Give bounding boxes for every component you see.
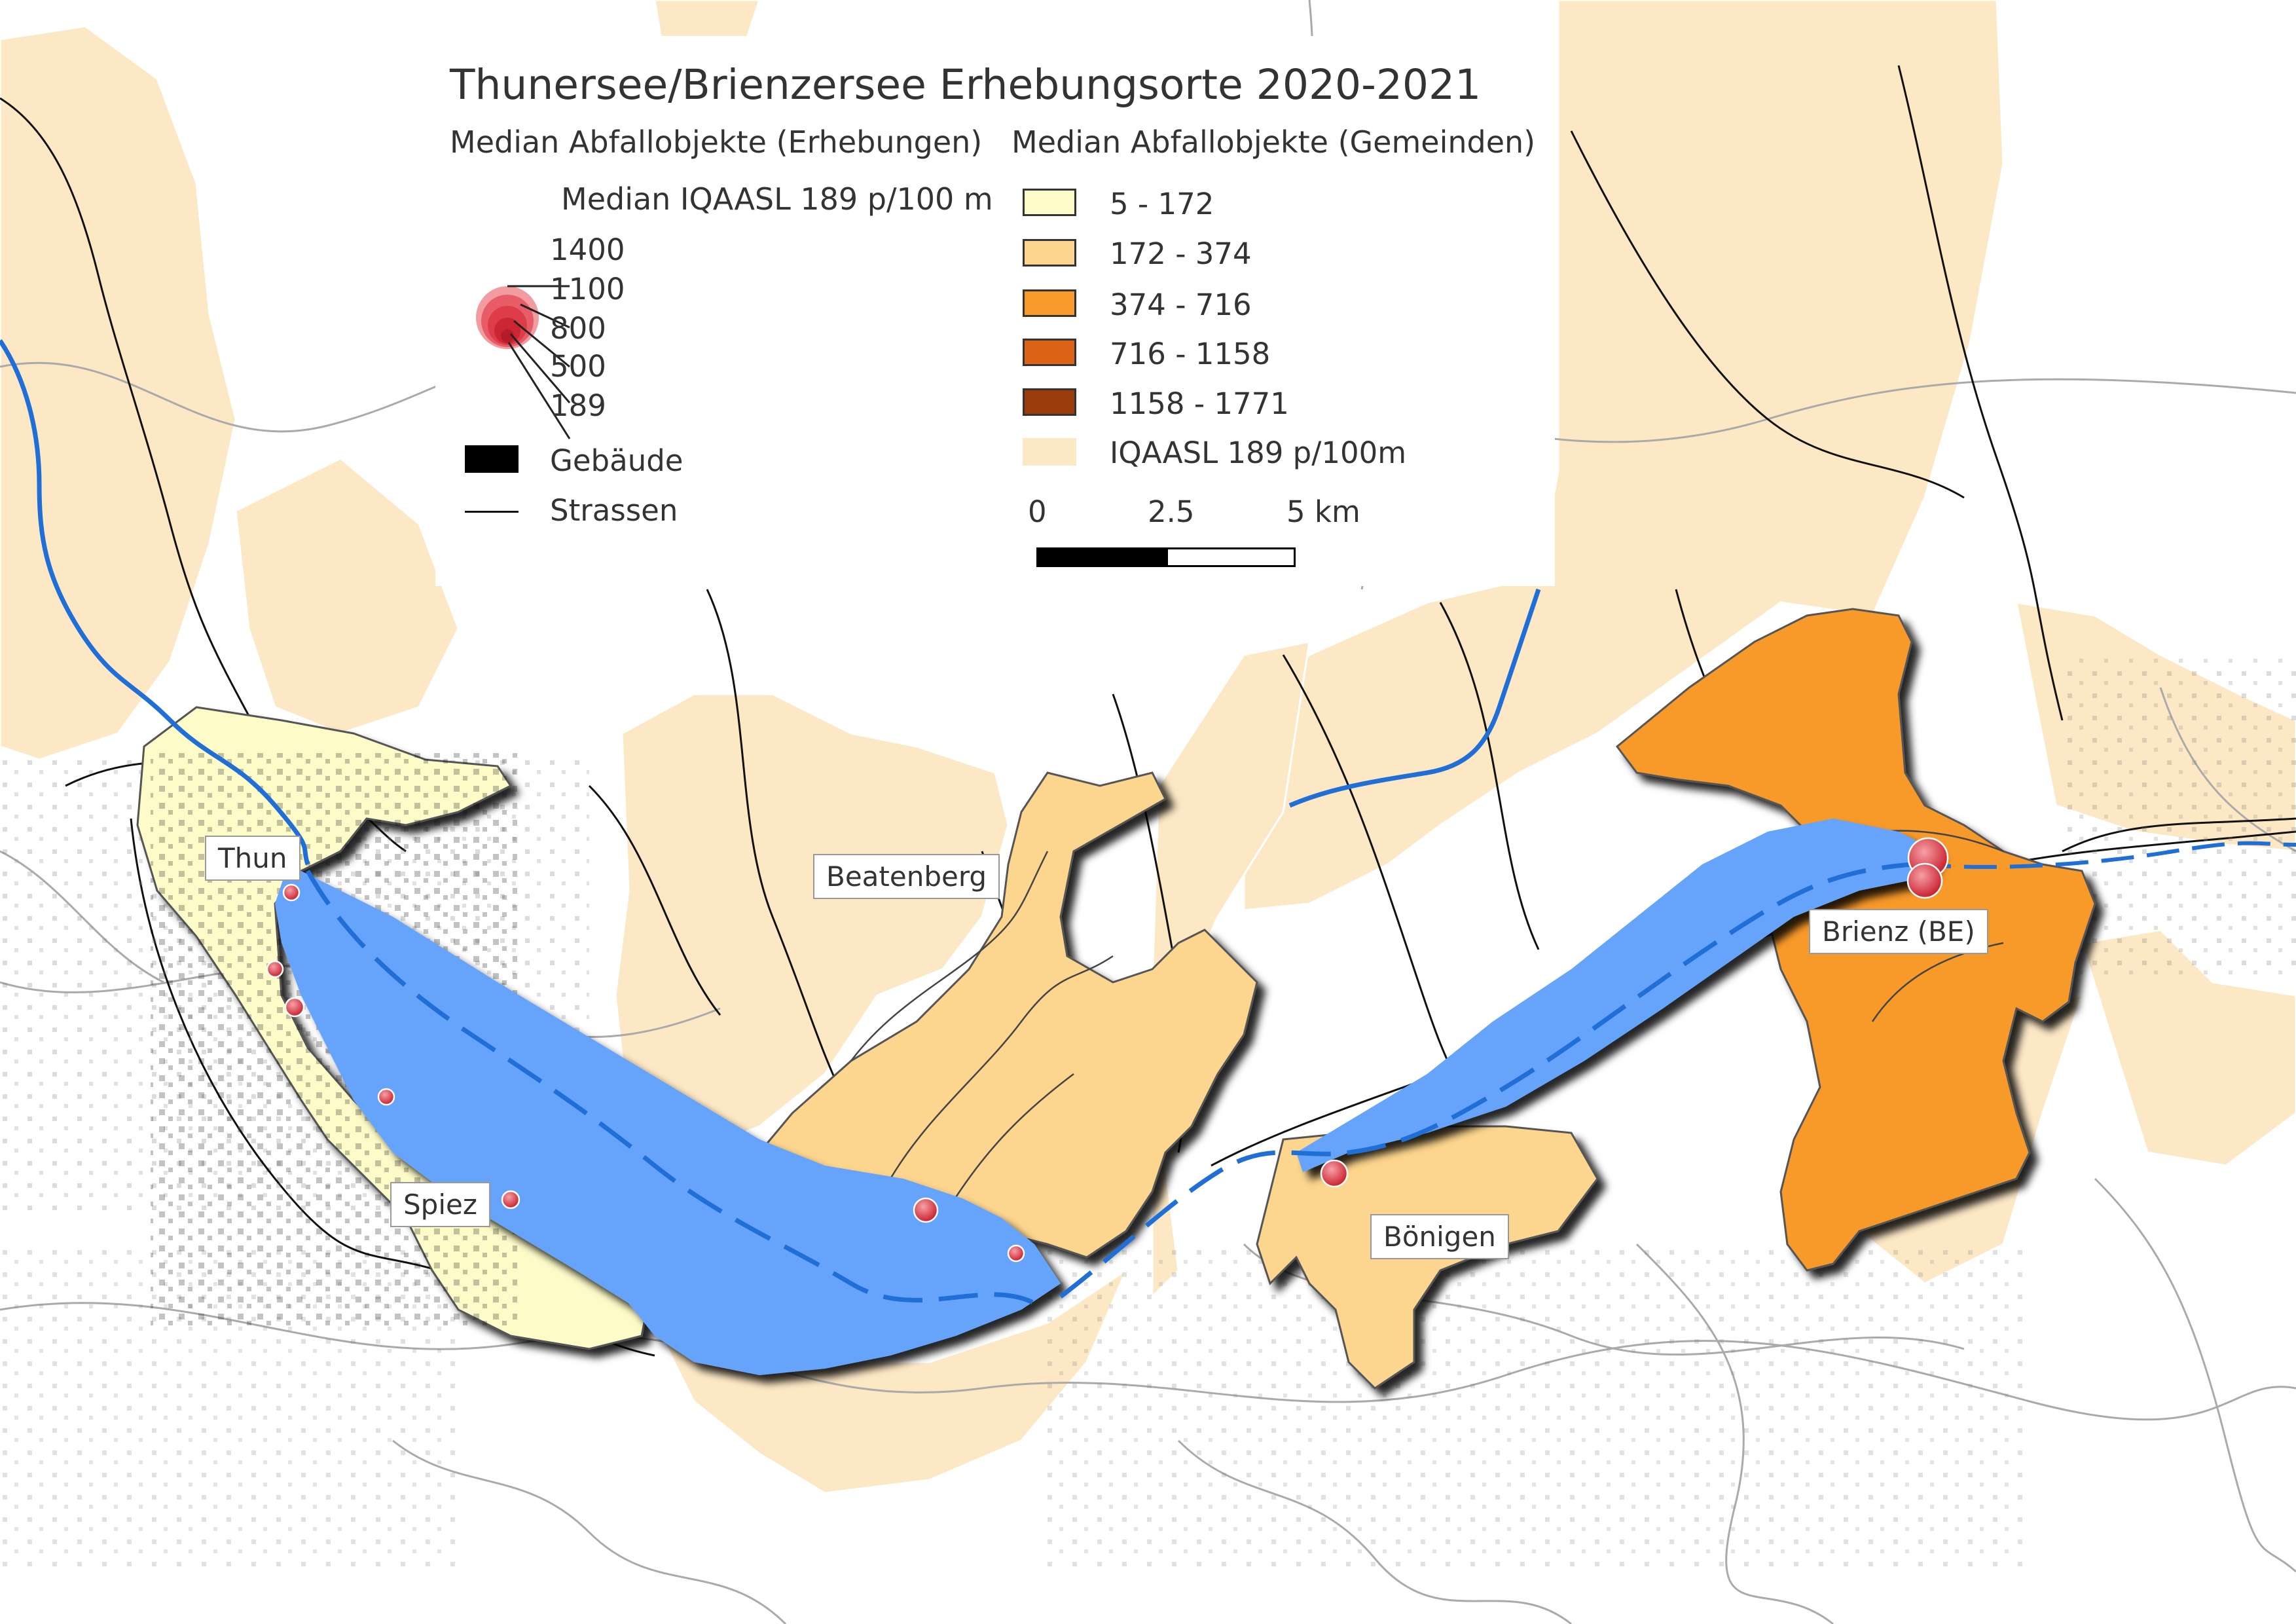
place-label-thun: Thun (205, 836, 301, 881)
place-label-spiez: Spiez (390, 1182, 490, 1227)
class-swatch-1 (1023, 189, 1076, 216)
class-label-1: 5 - 172 (1110, 187, 1214, 221)
lake-brienzersee (1296, 819, 1938, 1172)
place-label-brienz: Brienz (BE) (1809, 909, 1988, 954)
legend-right-heading: Median Abfallobjekte (Gemeinden) (1011, 124, 1536, 160)
legend-left-heading: Median Abfallobjekte (Erhebungen) (450, 124, 983, 160)
map-legend: Thunersee/Brienzersee Erhebungsorte 2020… (435, 36, 1555, 586)
bubble-label-1100: 1100 (550, 272, 625, 306)
survey-point (377, 1088, 395, 1106)
survey-point (913, 1197, 939, 1223)
scale-label-5km: 5 km (1286, 494, 1360, 529)
bubble-label-800: 800 (550, 311, 606, 346)
legend-bubble-symbols (476, 285, 571, 439)
class-swatch-3 (1023, 289, 1076, 317)
survey-point (1320, 1159, 1349, 1188)
survey-points (266, 837, 1949, 1263)
scale-bar (1036, 547, 1296, 567)
survey-point (1906, 862, 1943, 899)
class-label-4: 716 - 1158 (1110, 337, 1271, 371)
survey-point (1007, 1244, 1025, 1263)
scale-label-0: 0 (1028, 494, 1047, 529)
legend-median-label: Median IQAASL 189 p/100 m (561, 181, 993, 217)
class-swatch-4 (1023, 339, 1076, 366)
class-swatch-5 (1023, 388, 1076, 416)
bubble-label-500: 500 (550, 349, 606, 384)
class-label-3: 374 - 716 (1110, 287, 1252, 322)
scale-label-2-5: 2.5 (1148, 494, 1195, 529)
class-label-iqaasl: IQAASL 189 p/100m (1110, 435, 1407, 470)
class-swatch-iqaasl (1023, 438, 1076, 466)
legend-roads-label: Strassen (550, 493, 678, 528)
place-label-beatenberg: Beatenberg (813, 854, 1000, 899)
class-label-5: 1158 - 1771 (1110, 386, 1289, 421)
class-label-2: 172 - 374 (1110, 236, 1252, 271)
rivers (0, 339, 2296, 1306)
legend-buildings-label: Gebäude (550, 443, 683, 478)
roads-line-symbol (465, 511, 519, 513)
survey-point (282, 883, 301, 902)
survey-point (266, 960, 284, 978)
lake-thunersee (275, 864, 1061, 1375)
place-label-boenigen: Bönigen (1370, 1214, 1509, 1259)
buildings-swatch (465, 445, 519, 473)
bubble-label-1400: 1400 (550, 232, 625, 267)
survey-point (501, 1190, 520, 1209)
survey-point (284, 997, 305, 1018)
bubble-label-189: 189 (550, 388, 606, 423)
map-title: Thunersee/Brienzersee Erhebungsorte 2020… (450, 61, 1482, 109)
lakes (275, 819, 1938, 1375)
class-swatch-2 (1023, 239, 1076, 267)
